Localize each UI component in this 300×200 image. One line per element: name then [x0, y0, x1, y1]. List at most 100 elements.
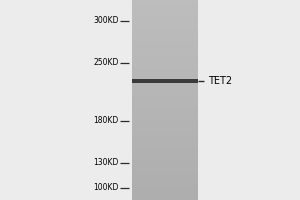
Bar [132, 25, 198, 26]
Bar [132, 71, 198, 72]
Bar [132, 165, 198, 166]
Bar [132, 70, 198, 71]
Bar [132, 100, 198, 101]
Bar [132, 108, 198, 109]
Bar [132, 157, 198, 158]
Bar [132, 81, 198, 82]
Bar [132, 120, 198, 121]
Bar [132, 93, 198, 94]
Bar [132, 15, 198, 16]
Bar [132, 128, 198, 129]
Bar [132, 141, 198, 142]
Bar [132, 49, 198, 50]
Bar [132, 150, 198, 151]
Bar [132, 66, 198, 67]
Bar [132, 166, 198, 167]
Bar [132, 149, 198, 150]
Bar [132, 82, 198, 83]
Bar [132, 151, 198, 152]
Bar [132, 121, 198, 122]
Bar [132, 198, 198, 199]
Bar [132, 168, 198, 169]
Bar [132, 29, 198, 30]
Bar [132, 196, 198, 197]
Bar [132, 175, 198, 176]
Bar [132, 40, 198, 41]
Bar [132, 18, 198, 19]
Bar [132, 74, 198, 75]
Bar [132, 107, 198, 108]
Bar [132, 101, 198, 102]
Bar [132, 131, 198, 132]
Bar [132, 1, 198, 2]
Bar [132, 80, 198, 81]
Bar [132, 172, 198, 173]
Bar [132, 124, 198, 125]
Bar [132, 144, 198, 145]
Bar [132, 61, 198, 62]
Bar [132, 117, 198, 118]
Bar [132, 87, 198, 88]
Bar [132, 194, 198, 195]
Bar [132, 197, 198, 198]
Bar [132, 133, 198, 134]
Bar [132, 119, 198, 120]
Bar [132, 32, 198, 33]
Bar [132, 20, 198, 21]
Bar [132, 89, 198, 90]
Bar [132, 2, 198, 3]
Bar [132, 146, 198, 147]
Bar [132, 180, 198, 181]
Bar [132, 60, 198, 61]
Bar [132, 183, 198, 184]
Bar [132, 50, 198, 51]
Bar [132, 184, 198, 185]
Bar [132, 38, 198, 39]
Bar [132, 62, 198, 63]
Bar [132, 171, 198, 172]
Bar [132, 140, 198, 141]
Bar [132, 177, 198, 178]
Bar [132, 130, 198, 131]
Bar [132, 99, 198, 100]
Bar [132, 85, 198, 86]
Bar [132, 11, 198, 12]
Bar [132, 5, 198, 6]
Bar [132, 156, 198, 157]
Bar [132, 79, 198, 80]
Bar [132, 176, 198, 177]
Text: 100KD: 100KD [93, 183, 118, 192]
Bar [132, 95, 198, 96]
Bar [132, 4, 198, 5]
Bar [132, 98, 198, 99]
Bar [132, 84, 198, 85]
Bar [132, 6, 198, 7]
Bar [132, 96, 198, 97]
Bar [132, 137, 198, 138]
Bar [132, 170, 198, 171]
Bar [132, 51, 198, 52]
Bar [132, 129, 198, 130]
Bar [132, 41, 198, 42]
Bar [132, 57, 198, 58]
Bar [132, 83, 198, 84]
Bar [132, 154, 198, 155]
Bar [132, 147, 198, 148]
Bar [132, 114, 198, 115]
Bar [132, 65, 198, 66]
Bar [132, 36, 198, 37]
Bar [132, 163, 198, 164]
Bar [132, 139, 198, 140]
Bar [132, 3, 198, 4]
Bar [132, 47, 198, 48]
Bar [132, 179, 198, 180]
Bar [132, 173, 198, 174]
Bar [132, 30, 198, 31]
Bar [132, 148, 198, 149]
Bar [132, 28, 198, 29]
Bar [132, 116, 198, 117]
Bar [132, 189, 198, 190]
Bar [132, 39, 198, 40]
Text: 250KD: 250KD [93, 58, 118, 67]
Bar [132, 34, 198, 35]
